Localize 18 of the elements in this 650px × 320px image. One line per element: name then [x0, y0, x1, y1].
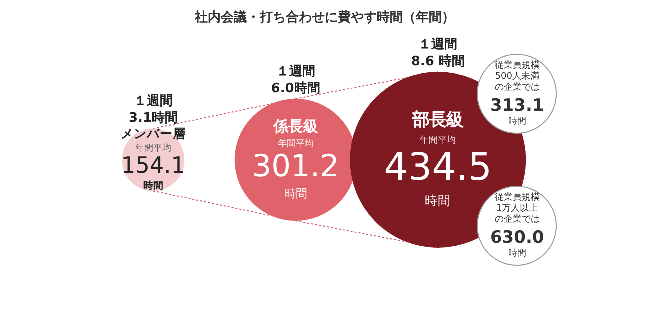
data-label: 154.1 — [121, 152, 186, 179]
text: 社内会議・打ち合わせに費やす時間（年間） — [194, 10, 455, 26]
text: 年間平均 — [278, 140, 314, 150]
text: 時間 — [143, 180, 164, 192]
callout-circle: 従業員規模1万人以上の企業では 630.0 時間 — [477, 186, 558, 266]
data-label: 301.2 — [252, 150, 340, 185]
category-label: 係長級 — [272, 117, 320, 136]
text: 時間 — [425, 192, 452, 208]
text: １週間 3.1時間 — [128, 94, 178, 126]
data-label: 434.5 — [384, 144, 492, 189]
text: 年間平均 — [135, 144, 172, 154]
category-label: 部長級 — [412, 110, 465, 130]
callout-circle: 従業員規模500人未満の企業では 313.1 時間 — [477, 54, 558, 134]
category-label: メンバー層 — [120, 126, 186, 142]
text: 年間平均 — [420, 136, 456, 146]
text: 時間 — [284, 186, 307, 200]
text: １週間 8.6 時間 — [411, 37, 465, 70]
text: １週間 6.0時間 — [271, 64, 320, 96]
